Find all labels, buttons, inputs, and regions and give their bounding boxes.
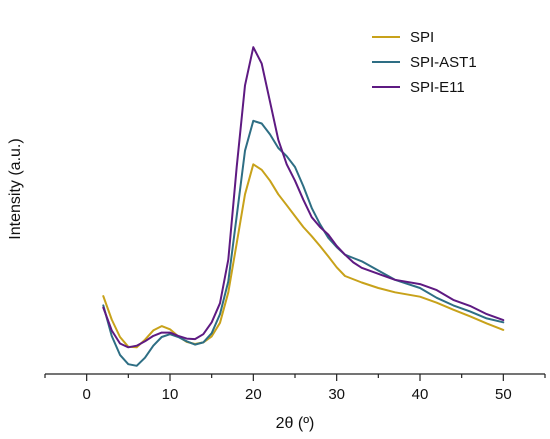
series-line-spi-e11 (102, 46, 505, 349)
x-tick-label: 30 (328, 386, 345, 403)
series-line-spi (102, 163, 505, 349)
plot-lines (102, 46, 505, 367)
x-ticks: 0 10 20 30 40 50 (44, 374, 546, 403)
legend-label: SPI-AST1 (410, 54, 477, 71)
legend: SPI SPI-AST1 SPI-E11 (372, 29, 477, 96)
series-line-spi-ast1 (102, 119, 505, 367)
legend-label: SPI (410, 29, 434, 46)
x-tick-label: 20 (245, 386, 262, 403)
x-tick-label: 0 (82, 386, 90, 403)
x-axis-title: 2θ (º) (276, 415, 315, 432)
legend-label: SPI-E11 (410, 79, 465, 96)
x-tick-label: 40 (412, 386, 429, 403)
x-tick-label: 10 (162, 386, 179, 403)
x-tick-label: 50 (495, 386, 512, 403)
y-axis-title: Intensity (a.u.) (7, 138, 24, 239)
